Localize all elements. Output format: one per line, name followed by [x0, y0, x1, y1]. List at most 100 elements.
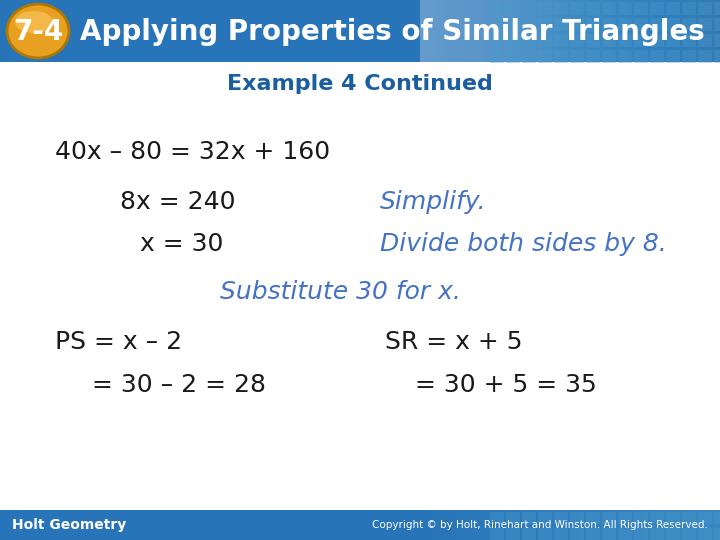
Bar	[432, 510, 433, 540]
Bar	[554, 528, 568, 540]
Bar	[522, 18, 536, 31]
Bar	[572, 510, 573, 540]
Bar	[429, 510, 430, 540]
Bar	[506, 512, 520, 524]
Bar	[689, 0, 690, 62]
Bar	[490, 0, 491, 62]
Bar	[647, 0, 648, 62]
Bar	[560, 0, 561, 62]
Bar	[648, 0, 649, 62]
Bar	[582, 510, 583, 540]
Bar	[635, 0, 636, 62]
Bar	[653, 0, 654, 62]
Bar	[489, 0, 490, 62]
Bar	[570, 34, 584, 47]
Bar	[506, 2, 520, 15]
Bar	[682, 0, 683, 62]
Bar	[578, 0, 579, 62]
Bar	[638, 510, 639, 540]
Bar	[599, 510, 600, 540]
Bar	[536, 510, 537, 540]
Bar	[570, 510, 571, 540]
Bar	[441, 510, 442, 540]
Bar	[483, 510, 484, 540]
Bar	[656, 0, 657, 62]
Bar	[591, 0, 592, 62]
Bar	[558, 510, 559, 540]
Bar	[458, 510, 459, 540]
Bar	[478, 0, 479, 62]
Bar	[528, 0, 529, 62]
Bar	[494, 510, 495, 540]
Bar	[504, 510, 505, 540]
Bar	[698, 510, 699, 540]
Bar	[438, 510, 439, 540]
Bar	[528, 510, 529, 540]
Bar	[522, 34, 536, 47]
Bar	[579, 0, 580, 62]
Bar	[421, 510, 422, 540]
Bar	[561, 0, 562, 62]
Bar	[523, 0, 524, 62]
Bar	[428, 0, 429, 62]
Bar	[452, 0, 453, 62]
Bar	[609, 510, 610, 540]
Bar	[589, 0, 590, 62]
Bar	[533, 510, 534, 540]
Bar	[667, 510, 668, 540]
Bar	[574, 510, 575, 540]
Bar	[476, 510, 477, 540]
Bar	[501, 510, 502, 540]
Bar	[485, 0, 486, 62]
Bar	[613, 510, 614, 540]
Bar	[612, 510, 613, 540]
Bar	[655, 0, 656, 62]
Bar	[474, 0, 475, 62]
Bar	[585, 0, 586, 62]
Bar	[575, 0, 576, 62]
Bar	[588, 510, 589, 540]
Bar	[677, 510, 678, 540]
Bar	[554, 0, 555, 62]
Bar	[586, 510, 587, 540]
Bar	[594, 510, 595, 540]
Bar	[663, 510, 664, 540]
Bar	[550, 0, 551, 62]
Bar	[538, 510, 539, 540]
Bar	[586, 18, 600, 31]
Bar	[708, 0, 709, 62]
Bar	[602, 510, 603, 540]
Bar	[684, 510, 685, 540]
Bar	[602, 0, 603, 62]
Bar	[530, 510, 531, 540]
Bar	[524, 510, 525, 540]
Bar	[491, 0, 492, 62]
Ellipse shape	[7, 4, 69, 58]
Bar	[619, 510, 620, 540]
Bar	[637, 510, 638, 540]
Bar	[646, 0, 647, 62]
Bar	[676, 510, 677, 540]
Bar	[667, 0, 668, 62]
Bar	[427, 510, 428, 540]
Bar	[712, 0, 713, 62]
Bar	[636, 0, 637, 62]
Bar	[475, 0, 476, 62]
Bar	[490, 34, 504, 47]
Bar	[669, 510, 670, 540]
Bar	[527, 510, 528, 540]
Bar	[485, 510, 486, 540]
Bar	[664, 0, 665, 62]
Bar	[656, 510, 657, 540]
Bar	[474, 510, 475, 540]
Bar	[532, 510, 533, 540]
Bar	[596, 510, 597, 540]
Bar	[700, 510, 701, 540]
Bar	[581, 510, 582, 540]
Bar	[522, 528, 536, 540]
Bar	[586, 2, 600, 15]
Bar	[659, 0, 660, 62]
Bar	[683, 510, 684, 540]
Bar	[459, 510, 460, 540]
Bar	[603, 510, 604, 540]
